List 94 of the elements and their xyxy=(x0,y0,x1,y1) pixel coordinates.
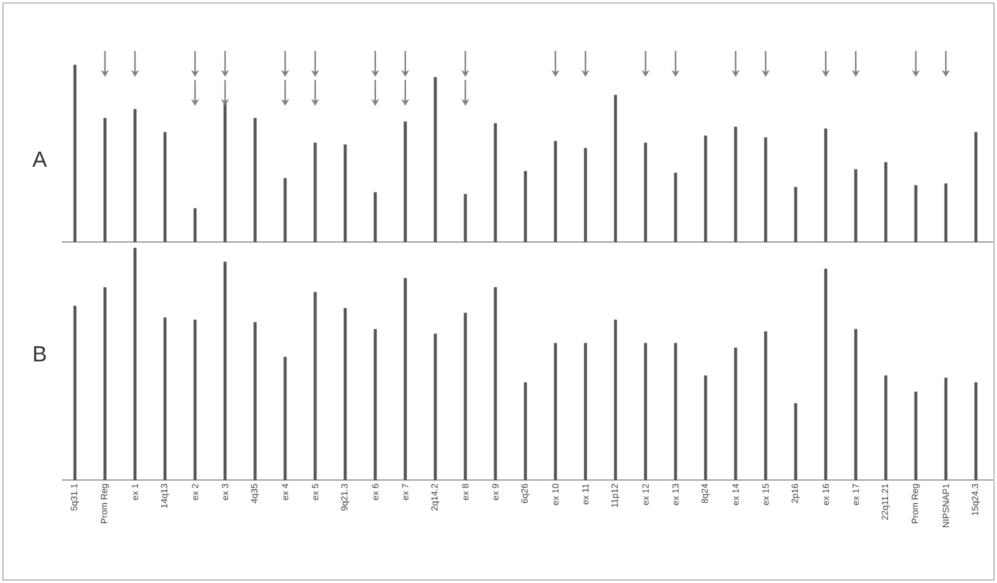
bar xyxy=(133,248,136,480)
bar xyxy=(404,121,407,242)
bar xyxy=(704,136,708,242)
bar xyxy=(674,172,678,242)
bar xyxy=(644,342,648,480)
bar xyxy=(794,403,798,480)
bar xyxy=(734,348,738,480)
x-tick-label: ex 12 xyxy=(642,484,649,506)
x-tick-label: ex 4 xyxy=(282,484,288,500)
bar xyxy=(254,118,257,242)
bar xyxy=(854,328,858,480)
bar xyxy=(103,287,106,480)
bar xyxy=(944,183,948,242)
bar xyxy=(974,382,978,480)
bar xyxy=(344,308,347,480)
bar xyxy=(734,126,738,242)
x-tick-label: ex 14 xyxy=(732,484,739,506)
bar xyxy=(133,109,136,242)
bar xyxy=(254,322,257,480)
x-tick-label: 14q13 xyxy=(160,484,170,508)
bar xyxy=(674,342,678,480)
bar xyxy=(103,118,106,242)
bar xyxy=(314,142,317,242)
x-tick-label: Prom Reg xyxy=(100,484,109,524)
x-tick-label: ex 7 xyxy=(402,484,408,500)
bar xyxy=(554,342,557,480)
bar xyxy=(584,148,587,242)
bar xyxy=(554,140,557,242)
bar xyxy=(914,392,918,480)
x-tick-label: ex 11 xyxy=(582,484,589,504)
x-tick-label: 6q26 xyxy=(521,484,530,503)
x-tick-label: ex 6 xyxy=(372,484,378,500)
bar xyxy=(824,128,828,242)
bar xyxy=(614,94,618,242)
bar xyxy=(824,268,828,480)
bar xyxy=(854,169,858,242)
x-tick-label: ex 3 xyxy=(222,484,228,500)
bar xyxy=(404,278,407,480)
bar xyxy=(434,77,437,242)
bar xyxy=(314,292,317,480)
bar xyxy=(464,312,467,480)
bar xyxy=(344,144,347,242)
bar xyxy=(284,356,287,480)
x-tick-label: 9q21.3 xyxy=(341,484,350,511)
bar xyxy=(194,208,197,242)
bar xyxy=(524,170,527,242)
x-tick-label: 4q35 xyxy=(251,484,260,504)
bar xyxy=(194,320,197,480)
x-tick-label: 2p16 xyxy=(792,484,800,503)
bar xyxy=(794,186,798,242)
bar xyxy=(884,375,888,480)
x-tick-label: ex 1 xyxy=(132,484,138,500)
x-tick-label: Prom Reg xyxy=(912,484,920,524)
x-tick-label: ex 16 xyxy=(822,484,829,506)
bar xyxy=(464,194,467,242)
x-tick-label: ex 13 xyxy=(672,484,679,506)
bar xyxy=(164,317,167,480)
x-tick-label: ex 9 xyxy=(492,484,499,500)
bar xyxy=(434,334,437,480)
bar xyxy=(524,382,527,480)
bar xyxy=(374,328,377,480)
bar xyxy=(974,132,978,242)
bar xyxy=(764,137,768,242)
bar xyxy=(914,185,918,242)
bar xyxy=(764,331,768,480)
x-tick-label: 22q11.21 xyxy=(882,484,890,520)
x-tick-label: 2q14.2 xyxy=(431,484,440,510)
x-tick-label: NIPSNAP1 xyxy=(942,484,950,528)
bar xyxy=(944,378,948,480)
x-tick-label: 5q31.1 xyxy=(70,484,79,511)
bar xyxy=(164,132,167,242)
bar xyxy=(494,123,497,242)
bar xyxy=(73,306,76,480)
bar xyxy=(704,375,708,480)
x-tick-label: ex 10 xyxy=(552,484,559,506)
bar xyxy=(494,287,497,480)
x-tick-label: ex 5 xyxy=(312,484,318,500)
bar xyxy=(644,142,648,242)
bar xyxy=(374,192,377,242)
x-tick-label: ex 2 xyxy=(192,484,198,500)
x-tick-label: ex 17 xyxy=(852,484,859,506)
bar xyxy=(614,320,618,480)
x-tick-label: ex 8 xyxy=(462,484,469,500)
text: A xyxy=(32,152,47,167)
bar xyxy=(73,64,76,242)
bar xyxy=(284,178,287,242)
bar xyxy=(584,342,587,480)
x-tick-label: 8q24 xyxy=(702,484,710,504)
x-tick-label: 11p12 xyxy=(611,484,620,508)
bar xyxy=(224,262,227,480)
bar xyxy=(884,162,888,242)
x-tick-label: 15q24.3 xyxy=(972,484,980,516)
x-tick-label: ex 15 xyxy=(762,484,769,506)
text: B xyxy=(34,346,46,362)
